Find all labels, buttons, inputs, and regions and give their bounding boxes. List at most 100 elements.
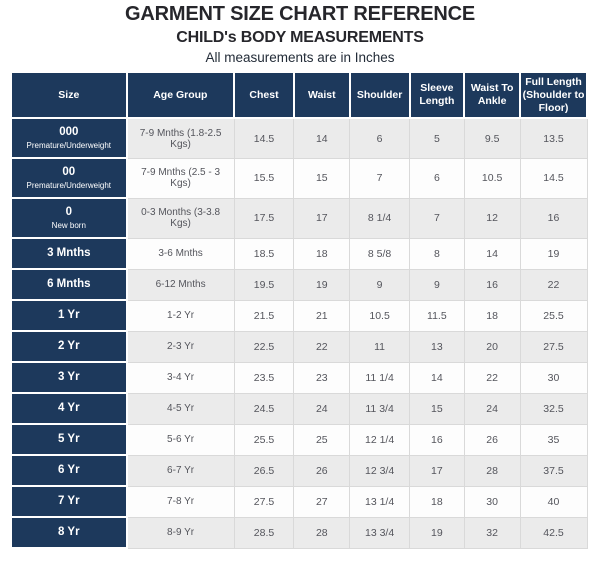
column-header-age-group: Age Group: [125, 71, 236, 120]
chest-cell: 22.5: [233, 330, 295, 363]
waist-to-ankle-cell: 14: [463, 237, 521, 270]
size-cell: 1 Yr: [10, 299, 128, 333]
shoulder-cell: 8 1/4: [349, 197, 410, 239]
table-row: 6 Yr 6-7 Yr 26.5 26 12 3/4 17 28 37.5: [10, 454, 588, 488]
waist-to-ankle-cell: 10.5: [463, 157, 521, 199]
size-cell: 8 Yr: [10, 516, 128, 550]
age-group-cell: 7-8 Yr: [126, 485, 235, 518]
waist-cell: 25: [293, 423, 351, 456]
table-row: 00 Premature/Underweight 7-9 Mnths (2.5 - …: [10, 157, 588, 200]
waist-cell: 23: [293, 361, 351, 394]
shoulder-cell: 7: [349, 157, 410, 199]
waist-cell: 21: [293, 299, 351, 332]
size-label: 0: [65, 206, 72, 219]
page-subtitle: CHILD's BODY MEASUREMENTS: [176, 29, 424, 46]
full-length-cell: 14.5: [519, 157, 588, 199]
size-label: 8 Yr: [58, 526, 80, 539]
column-header-sleeve-length: Sleeve Length: [408, 71, 466, 120]
size-label: 1 Yr: [58, 309, 80, 322]
full-length-cell: 32.5: [519, 392, 588, 425]
shoulder-cell: 9: [349, 268, 410, 301]
size-label: 4 Yr: [58, 402, 80, 415]
waist-cell: 24: [293, 392, 351, 425]
age-group-cell: 4-5 Yr: [126, 392, 235, 425]
full-length-cell: 13.5: [519, 117, 588, 159]
shoulder-cell: 13 1/4: [349, 485, 410, 518]
waist-to-ankle-cell: 24: [463, 392, 521, 425]
sleeve-length-cell: 14: [409, 361, 465, 394]
shoulder-cell: 12 3/4: [349, 454, 410, 487]
age-group-cell: 6-12 Mnths: [126, 268, 235, 301]
waist-cell: 28: [293, 516, 351, 549]
sleeve-length-cell: 9: [409, 268, 465, 301]
age-group-cell: 7-9 Mnths (2.5 - 3 Kgs): [126, 157, 235, 199]
age-group-cell: 5-6 Yr: [126, 423, 235, 456]
chest-cell: 21.5: [233, 299, 295, 332]
sleeve-length-cell: 17: [409, 454, 465, 487]
table-row: 8 Yr 8-9 Yr 28.5 28 13 3/4 19 32 42.5: [10, 516, 588, 550]
table-row: 4 Yr 4-5 Yr 24.5 24 11 3/4 15 24 32.5: [10, 392, 588, 426]
shoulder-cell: 8 5/8: [349, 237, 410, 270]
table-row: 7 Yr 7-8 Yr 27.5 27 13 1/4 18 30 40: [10, 485, 588, 519]
chest-cell: 23.5: [233, 361, 295, 394]
size-sublabel: Premature/Underweight: [26, 141, 112, 151]
size-label: 2 Yr: [58, 340, 80, 353]
sleeve-length-cell: 11.5: [409, 299, 465, 332]
waist-to-ankle-cell: 32: [463, 516, 521, 549]
column-header-chest: Chest: [233, 71, 295, 120]
age-group-cell: 7-9 Mnths (1.8-2.5 Kgs): [126, 117, 235, 159]
size-cell: 0 New born: [10, 197, 128, 240]
size-cell: 6 Mnths: [10, 268, 128, 302]
table-row: 000 Premature/Underweight 7-9 Mnths (1.8-2…: [10, 117, 588, 160]
size-label: 6 Mnths: [47, 278, 91, 291]
chest-cell: 26.5: [233, 454, 295, 487]
shoulder-cell: 10.5: [349, 299, 410, 332]
sleeve-length-cell: 6: [409, 157, 465, 199]
table-row: 0 New born 0-3 Months (3-3.8 Kgs) 17.5 17 8 1…: [10, 197, 588, 240]
waist-to-ankle-cell: 12: [463, 197, 521, 239]
size-sublabel: New born: [51, 221, 86, 231]
waist-to-ankle-cell: 16: [463, 268, 521, 301]
column-header-size: Size: [10, 71, 128, 120]
size-label: 7 Yr: [58, 495, 80, 508]
full-length-cell: 16: [519, 197, 588, 239]
chest-cell: 18.5: [233, 237, 295, 270]
size-table-body: 000 Premature/Underweight 7-9 Mnths (1.8-2…: [10, 117, 588, 550]
waist-cell: 26: [293, 454, 351, 487]
chest-cell: 15.5: [233, 157, 295, 199]
chest-cell: 25.5: [233, 423, 295, 456]
shoulder-cell: 11: [349, 330, 410, 363]
shoulder-cell: 11 3/4: [349, 392, 410, 425]
column-header-waist-to-ankle: Waist To Ankle: [463, 71, 522, 120]
table-row: 5 Yr 5-6 Yr 25.5 25 12 1/4 16 26 35: [10, 423, 588, 457]
size-chart-table: Size Age Group Chest Waist Shoulder Slee…: [10, 71, 588, 550]
waist-cell: 14: [293, 117, 351, 159]
table-row: 3 Yr 3-4 Yr 23.5 23 11 1/4 14 22 30: [10, 361, 588, 395]
full-length-cell: 37.5: [519, 454, 588, 487]
sleeve-length-cell: 18: [409, 485, 465, 518]
size-cell: 000 Premature/Underweight: [10, 117, 128, 160]
size-label: 5 Yr: [58, 433, 80, 446]
sleeve-length-cell: 5: [409, 117, 465, 159]
size-label: 00: [62, 166, 76, 179]
size-cell: 4 Yr: [10, 392, 128, 426]
shoulder-cell: 13 3/4: [349, 516, 410, 549]
full-length-cell: 40: [519, 485, 588, 518]
waist-to-ankle-cell: 18: [463, 299, 521, 332]
chest-cell: 19.5: [233, 268, 295, 301]
shoulder-cell: 6: [349, 117, 410, 159]
sleeve-length-cell: 16: [409, 423, 465, 456]
chest-cell: 14.5: [233, 117, 295, 159]
size-cell: 3 Mnths: [10, 237, 128, 271]
column-header-full-length: Full Length (Shoulder to Floor): [519, 71, 588, 120]
sleeve-length-cell: 8: [409, 237, 465, 270]
age-group-cell: 8-9 Yr: [126, 516, 235, 549]
chest-cell: 28.5: [233, 516, 295, 549]
size-label: 6 Yr: [58, 464, 80, 477]
age-group-cell: 0-3 Months (3-3.8 Kgs): [126, 197, 235, 239]
table-row: 6 Mnths 6-12 Mnths 19.5 19 9 9 16 22: [10, 268, 588, 302]
column-header-shoulder: Shoulder: [348, 71, 411, 120]
waist-to-ankle-cell: 20: [463, 330, 521, 363]
sleeve-length-cell: 15: [409, 392, 465, 425]
age-group-cell: 3-4 Yr: [126, 361, 235, 394]
